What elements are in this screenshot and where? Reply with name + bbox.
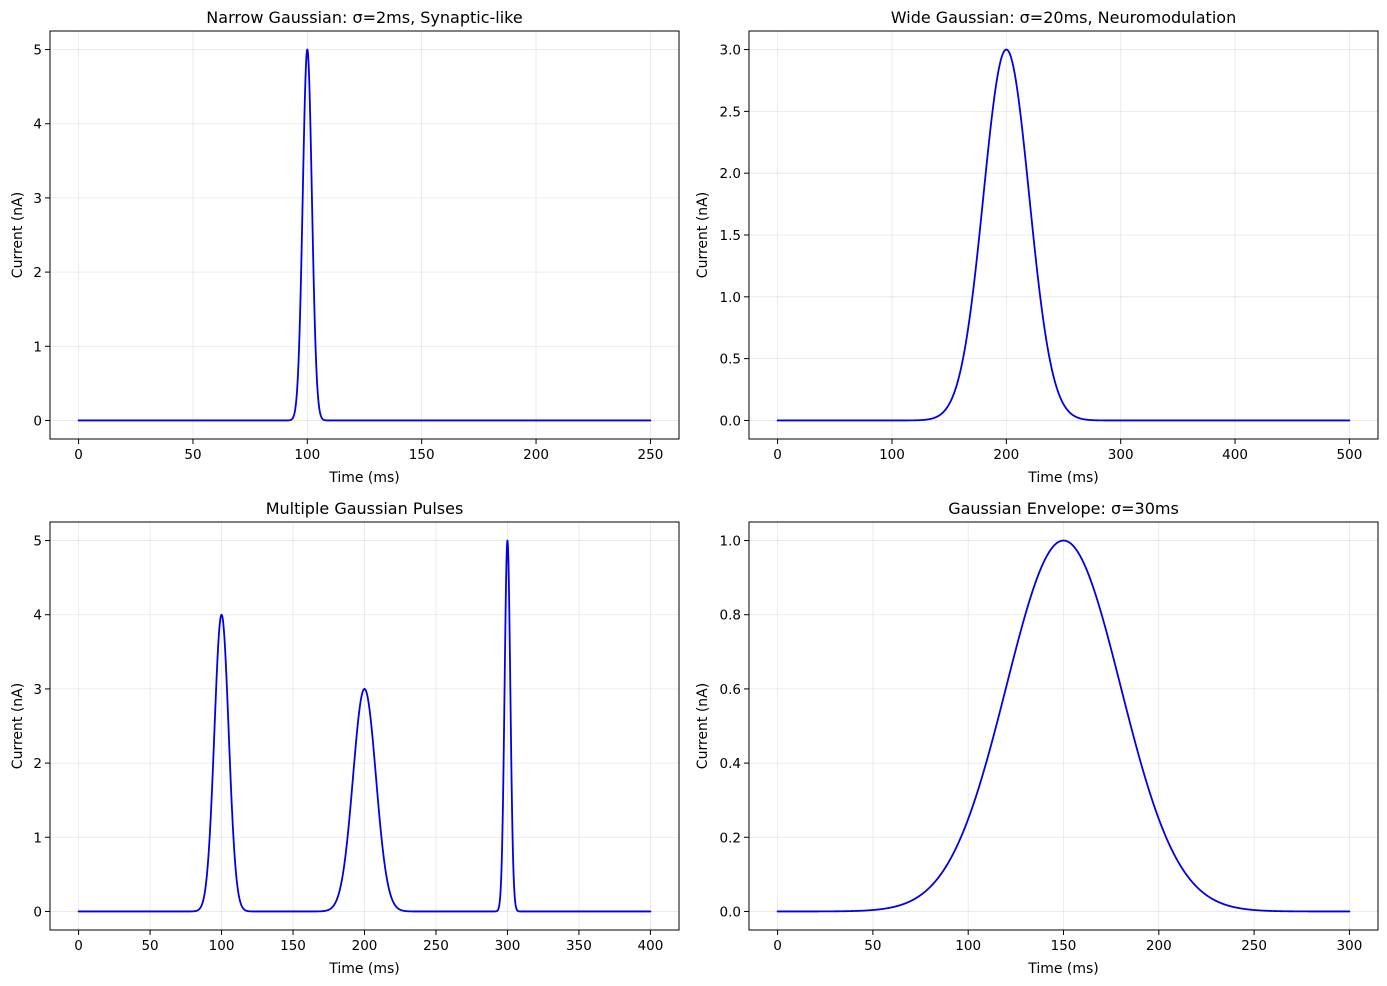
subplot-title: Multiple Gaussian Pulses xyxy=(266,499,464,518)
x-tick-label: 200 xyxy=(352,938,378,954)
y-tick-label: 0.6 xyxy=(720,682,741,698)
x-tick-label: 100 xyxy=(209,938,235,954)
x-tick-label: 250 xyxy=(638,447,664,463)
x-tick-label: 0 xyxy=(773,447,782,463)
axes-frame xyxy=(49,30,680,440)
x-tick-label: 100 xyxy=(955,938,981,954)
x-tick-label: 200 xyxy=(523,447,549,463)
subplot-1: 0 50 100 150 200 250 0 1 2 3 4 5 Narrow Gaussian: σ=… xyxy=(10,8,680,486)
y-tick-label: 3.0 xyxy=(720,43,741,59)
series-line xyxy=(77,48,652,422)
x-axis-label: Time (ms) xyxy=(328,470,400,486)
y-tick-label: 0.4 xyxy=(720,756,741,772)
x-tick-label: 500 xyxy=(1337,447,1363,463)
x-axis-label: Time (ms) xyxy=(328,961,400,977)
y-axis-label: Current (nA) xyxy=(10,192,26,278)
y-axis-label: Current (nA) xyxy=(695,192,711,278)
y-tick-label: 0.2 xyxy=(720,830,741,846)
x-tick-label: 0 xyxy=(74,938,83,954)
y-tick-label: 2.0 xyxy=(720,166,741,182)
y-tick-label: 0 xyxy=(33,904,42,920)
y-tick-label: 4 xyxy=(33,117,42,133)
series-line xyxy=(776,48,1351,422)
y-tick-label: 0.5 xyxy=(720,352,741,368)
series-line xyxy=(77,539,652,913)
y-tick-label: 2 xyxy=(33,265,42,281)
x-tick-label: 150 xyxy=(409,447,435,463)
y-tick-label: 5 xyxy=(33,534,42,550)
y-tick-label: 1.0 xyxy=(720,534,741,550)
subplot-4: 0 50 100 150 200 250 300 0.0 0.2 0.4 0.6 0.8 1.0 Gaus… xyxy=(695,499,1379,977)
x-tick-label: 100 xyxy=(879,447,905,463)
y-tick-label: 1.0 xyxy=(720,290,741,306)
x-tick-label: 300 xyxy=(1337,938,1363,954)
x-tick-label: 300 xyxy=(1108,447,1134,463)
x-tick-label: 100 xyxy=(294,447,320,463)
x-tick-label: 150 xyxy=(1051,938,1077,954)
x-tick-label: 200 xyxy=(1146,938,1172,954)
x-tick-label: 250 xyxy=(1241,938,1267,954)
y-tick-label: 0 xyxy=(33,413,42,429)
x-tick-label: 0 xyxy=(74,447,83,463)
y-axis-label: Current (nA) xyxy=(695,683,711,769)
y-tick-label: 1 xyxy=(33,339,42,355)
y-tick-label: 3 xyxy=(33,682,42,698)
x-tick-label: 200 xyxy=(993,447,1019,463)
x-tick-label: 400 xyxy=(638,938,664,954)
x-tick-label: 400 xyxy=(1222,447,1248,463)
y-tick-label: 4 xyxy=(33,608,42,624)
x-tick-label: 300 xyxy=(495,938,521,954)
y-tick-label: 3 xyxy=(33,191,42,207)
y-tick-label: 0.0 xyxy=(720,413,741,429)
y-tick-label: 2 xyxy=(33,756,42,772)
y-tick-label: 0.8 xyxy=(720,608,741,624)
y-tick-label: 0.0 xyxy=(720,904,741,920)
x-tick-label: 350 xyxy=(566,938,592,954)
x-axis-label: Time (ms) xyxy=(1027,961,1099,977)
subplot-title: Narrow Gaussian: σ=2ms, Synaptic-like xyxy=(206,8,522,27)
x-tick-label: 50 xyxy=(864,938,881,954)
subplot-title: Gaussian Envelope: σ=30ms xyxy=(948,499,1179,518)
subplot-title: Wide Gaussian: σ=20ms, Neuromodulation xyxy=(891,8,1236,27)
x-tick-label: 250 xyxy=(423,938,449,954)
subplot-2: 0 100 200 300 400 500 0.0 0.5 1.0 1.5 2.0 2.5 3.0 Wid… xyxy=(695,8,1379,486)
subplot-3: 0 50 100 150 200 250 300 350 400 0 1 2 3 4 5 Multiple G… xyxy=(10,499,680,977)
y-tick-label: 1 xyxy=(33,830,42,846)
x-axis-label: Time (ms) xyxy=(1027,470,1099,486)
x-tick-label: 50 xyxy=(141,938,158,954)
x-tick-label: 150 xyxy=(280,938,306,954)
x-tick-label: 50 xyxy=(184,447,201,463)
x-tick-label: 0 xyxy=(773,938,782,954)
y-tick-label: 5 xyxy=(33,43,42,59)
y-tick-label: 2.5 xyxy=(720,104,741,120)
y-tick-label: 1.5 xyxy=(720,228,741,244)
series-line xyxy=(776,539,1351,913)
y-axis-label: Current (nA) xyxy=(10,683,26,769)
